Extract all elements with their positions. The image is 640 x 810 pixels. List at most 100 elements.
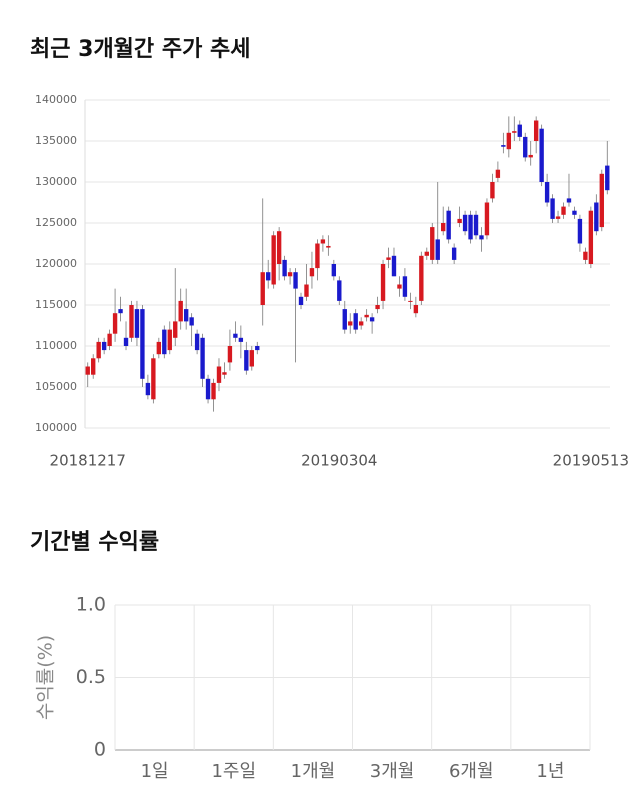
candle-body: [599, 173, 604, 228]
candle-body: [441, 223, 446, 232]
y-tick-label: 125000: [35, 216, 77, 229]
y-tick-label: 140000: [35, 93, 77, 106]
candle-body: [162, 329, 167, 355]
candle-body: [484, 202, 490, 236]
candle-body: [490, 182, 495, 199]
candle-body: [528, 154, 533, 158]
candle-body: [227, 346, 233, 363]
candle-body: [446, 210, 451, 240]
candle-body: [96, 341, 101, 359]
candle-body: [260, 272, 265, 305]
candle-body: [523, 136, 528, 158]
candle-body: [287, 272, 293, 277]
candle-body: [238, 337, 244, 342]
candle-body: [391, 255, 397, 277]
candle-body: [244, 350, 249, 371]
y-tick-label: 0: [94, 739, 106, 761]
candle-body: [566, 198, 572, 203]
candle-body: [348, 321, 353, 326]
candle-body: [462, 214, 468, 232]
x-tick-label: 1년: [536, 761, 564, 782]
candle-body: [309, 268, 315, 277]
candle-body: [435, 239, 440, 260]
candle-body: [255, 346, 260, 351]
candle-body: [375, 305, 380, 310]
candle-body: [194, 333, 200, 351]
y-tick-label: 110000: [35, 339, 77, 352]
candle-body: [583, 251, 588, 260]
candle-body: [276, 231, 282, 264]
candle-body: [397, 284, 402, 289]
candle-body: [173, 321, 178, 338]
candle-body: [298, 296, 304, 305]
candle-body: [107, 333, 112, 346]
candle-body: [517, 124, 522, 137]
y-tick-label: 135000: [35, 134, 77, 147]
candle-body: [266, 272, 271, 281]
candle-body: [123, 337, 129, 346]
candle-body: [561, 206, 566, 215]
candle-body: [200, 337, 205, 379]
candle-body: [320, 239, 326, 244]
candle-body: [353, 313, 358, 330]
candle-body: [85, 366, 90, 375]
candle-body: [271, 235, 276, 285]
candle-body: [419, 255, 424, 301]
candle-body: [555, 216, 561, 219]
candle-body: [140, 309, 145, 379]
x-tick-label: 1일: [141, 761, 169, 782]
candle-body: [533, 120, 539, 141]
x-tick-label: 1개월: [291, 761, 336, 782]
x-tick-label: 3개월: [370, 761, 415, 782]
candle-body: [183, 309, 189, 322]
candle-body: [129, 305, 134, 338]
candle-body: [315, 243, 320, 269]
candle-body: [249, 350, 254, 367]
candle-body: [151, 358, 156, 400]
candle-body: [605, 165, 610, 191]
x-tick-label: 6개월: [449, 761, 494, 782]
y-tick-label: 115000: [35, 298, 77, 311]
candle-body: [118, 309, 123, 314]
candle-body: [457, 218, 462, 223]
x-tick-label: 20190304: [301, 452, 377, 470]
candle-body: [413, 305, 419, 314]
candle-body: [369, 317, 375, 322]
candle-body: [364, 314, 369, 318]
candle-body: [326, 245, 331, 248]
candle-body: [479, 235, 484, 240]
chart-title: 기간별 수익률: [30, 530, 159, 555]
candle-body: [205, 378, 211, 400]
y-tick-label: 100000: [35, 421, 77, 434]
candle-body: [550, 198, 555, 219]
candle-body: [293, 272, 298, 289]
candle-body: [468, 214, 473, 240]
y-tick-label: 120000: [35, 257, 77, 270]
candle-body: [473, 214, 479, 236]
y-tick-label: 1.0: [76, 594, 106, 616]
candle-body: [594, 202, 599, 232]
x-tick-label: 20190513: [553, 452, 629, 470]
candle-body: [112, 313, 118, 334]
candle-body: [304, 284, 309, 297]
candle-body: [430, 227, 435, 260]
candle-body: [506, 132, 512, 150]
y-axis-label: 수익률(%): [35, 635, 57, 720]
candle-body: [408, 300, 413, 302]
candle-body: [501, 145, 506, 147]
candle-body: [402, 276, 408, 297]
candle-body: [588, 210, 594, 264]
candle-body: [233, 333, 238, 338]
candle-body: [156, 341, 162, 355]
y-tick-label: 0.5: [76, 666, 106, 688]
candle-body: [495, 169, 501, 178]
candle-body: [216, 366, 222, 383]
candle-body: [572, 210, 577, 215]
candle-body: [101, 341, 107, 351]
candle-body: [91, 358, 96, 375]
candle-body: [145, 382, 151, 396]
candle-body: [331, 264, 337, 277]
candle-body: [451, 247, 457, 260]
candle-body: [358, 321, 364, 326]
